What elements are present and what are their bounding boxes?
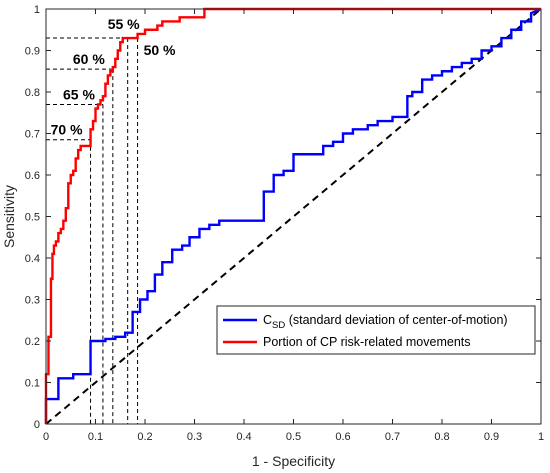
x-tick-label: 1 bbox=[538, 431, 544, 443]
operating-point-guides: 70 % 65 % 60 % 55 %50 % bbox=[46, 16, 176, 424]
x-tick-label: 0.4 bbox=[236, 431, 251, 443]
legend-label-csd-rest: (standard deviation of center-of-motion) bbox=[285, 313, 507, 327]
legend-label-csd-sub: SD bbox=[272, 320, 285, 331]
legend-box bbox=[216, 305, 536, 355]
legend: CSD (standard deviation of center-of-mot… bbox=[216, 305, 536, 355]
y-tick-label: 0.8 bbox=[25, 87, 40, 99]
threshold-label: 50 % bbox=[144, 42, 176, 58]
x-tick-label: 0.9 bbox=[484, 431, 499, 443]
x-tick-label: 0.3 bbox=[187, 431, 202, 443]
y-tick-label: 0.1 bbox=[25, 378, 40, 390]
y-tick-label: 0.6 bbox=[25, 170, 40, 182]
y-tick-label: 0.5 bbox=[25, 212, 40, 224]
y-tick-label: 0.4 bbox=[25, 253, 40, 265]
threshold-label: 55 % bbox=[108, 16, 140, 32]
threshold-label: 60 % bbox=[73, 51, 105, 67]
x-axis-label: 1 - Specificity bbox=[252, 453, 335, 469]
y-tick-label: 0.9 bbox=[25, 46, 40, 58]
y-axis-label: Sensitivity bbox=[1, 185, 17, 248]
y-tick-label: 1 bbox=[34, 4, 40, 16]
axis-ticks: 0 0.1 0.2 0.3 0.4 0.5 0.6 0.7 0.8 0.9 1 0 0.1 0.2 0.3 0… bbox=[25, 4, 544, 443]
x-tick-label: 0 bbox=[43, 431, 49, 443]
y-tick-label: 0.2 bbox=[25, 336, 40, 348]
legend-label-csd: CSD (standard deviation of center-of-mot… bbox=[263, 313, 508, 331]
x-tick-label: 0.5 bbox=[286, 431, 301, 443]
legend-label-csd-main: C bbox=[263, 313, 272, 327]
legend-label-portion: Portion of CP risk-related movements bbox=[263, 335, 471, 349]
x-tick-label: 0.6 bbox=[335, 431, 350, 443]
x-tick-label: 0.1 bbox=[88, 431, 103, 443]
y-tick-label: 0.3 bbox=[25, 295, 40, 307]
series-line-portion bbox=[44, 7, 541, 424]
roc-curves bbox=[44, 7, 542, 425]
y-tick-label: 0 bbox=[34, 419, 40, 431]
x-tick-label: 0.2 bbox=[137, 431, 152, 443]
y-tick-label: 0.7 bbox=[25, 129, 40, 141]
x-tick-label: 0.7 bbox=[385, 431, 400, 443]
x-tick-label: 0.8 bbox=[434, 431, 449, 443]
threshold-label: 70 % bbox=[51, 122, 83, 138]
series-line-csd bbox=[44, 7, 542, 424]
threshold-label: 65 % bbox=[63, 86, 95, 102]
